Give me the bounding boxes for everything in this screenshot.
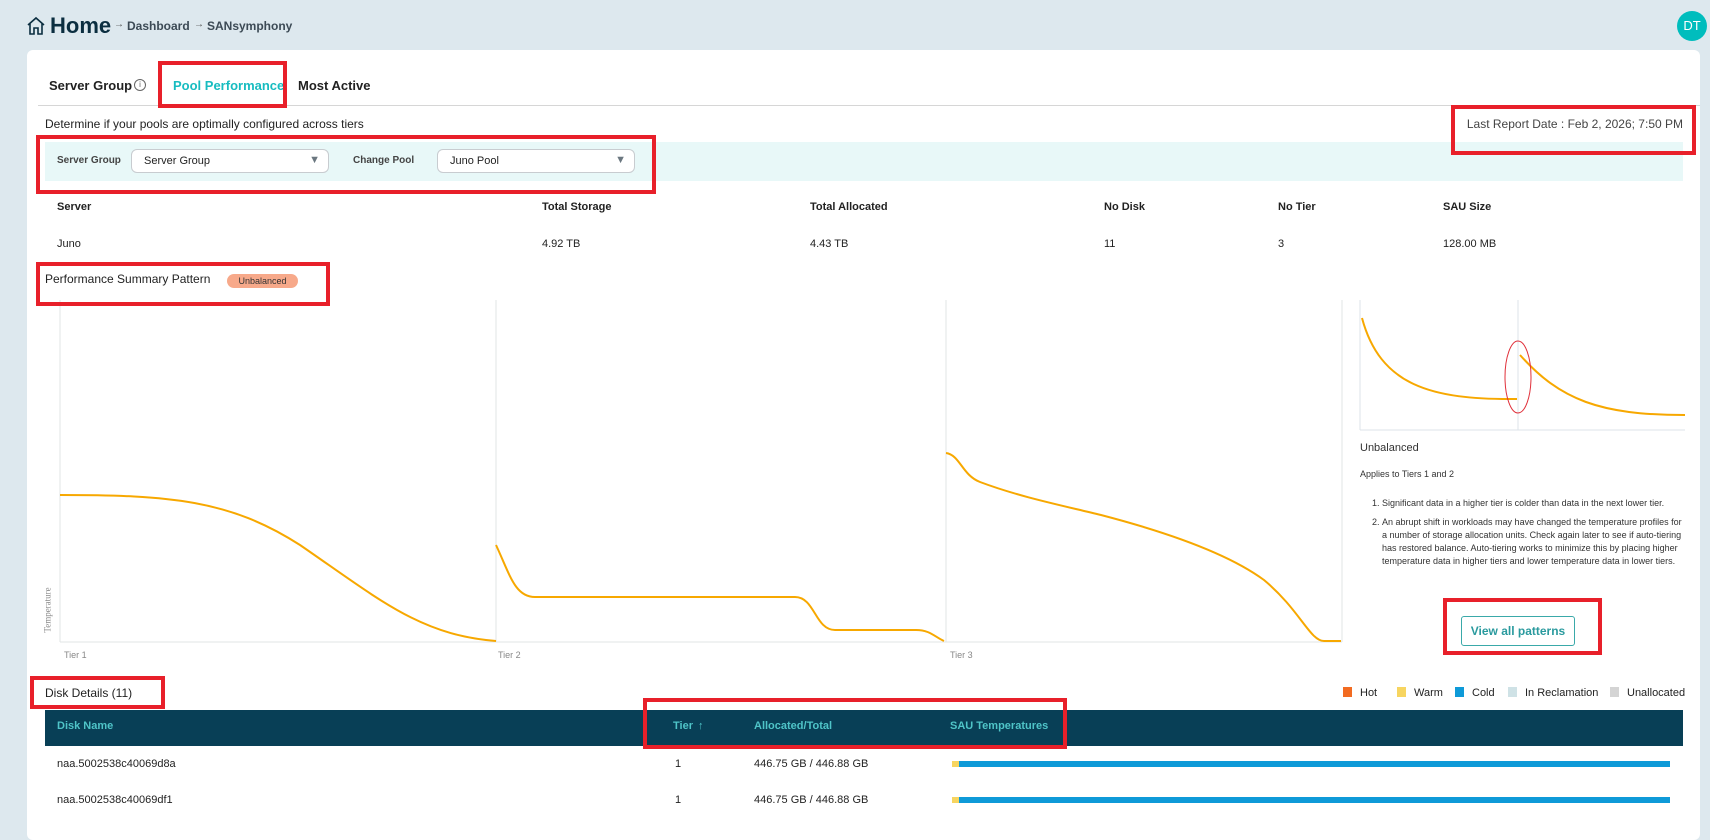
view-all-patterns-button[interactable]: View all patterns — [1461, 616, 1575, 646]
page-description: Determine if your pools are optimally co… — [45, 117, 364, 131]
pattern-list: Significant data in a higher tier is col… — [1372, 497, 1682, 568]
cell-disk-name: naa.5002538c40069df1 — [57, 794, 173, 806]
cell-allocated: 446.75 GB / 446.88 GB — [754, 758, 869, 770]
pattern-applies: Applies to Tiers 1 and 2 — [1360, 469, 1455, 479]
pattern-thumbnail — [1359, 300, 1686, 431]
breadcrumb-separator: → — [114, 19, 124, 30]
server-group-value: Server Group — [144, 155, 211, 167]
page-title: Home — [50, 13, 112, 38]
chevron-down-icon: ▼ — [309, 154, 320, 166]
breadcrumb-dashboard[interactable]: Dashboard — [127, 19, 190, 33]
col-sau-size: SAU Size — [1443, 201, 1492, 213]
change-pool-value: Juno Pool — [450, 155, 499, 167]
performance-title: Performance Summary Pattern — [45, 272, 211, 286]
tier-label-2: Tier 2 — [498, 650, 521, 660]
legend-warm: Warm — [1397, 687, 1443, 699]
cell-tier: 1 — [675, 794, 682, 806]
col-total-allocated: Total Allocated — [810, 201, 888, 213]
cell-no-disk: 11 — [1104, 238, 1116, 250]
legend-label: Warm — [1414, 687, 1443, 699]
pattern-item: Significant data in a higher tier is col… — [1382, 497, 1682, 510]
tab-most-active[interactable]: Most Active — [298, 78, 371, 93]
avatar[interactable]: DT — [1677, 11, 1707, 41]
last-report-date: Last Report Date : Feb 2, 2026; 7:50 PM — [1466, 117, 1683, 131]
col-no-disk: No Disk — [1104, 201, 1145, 213]
pattern-item: An abrupt shift in workloads may have ch… — [1382, 516, 1682, 568]
cell-total-storage: 4.92 TB — [542, 238, 581, 250]
tier-label-1: Tier 1 — [64, 650, 87, 660]
tier1-curve — [59, 494, 497, 642]
warm-segment — [952, 761, 960, 767]
y-axis-label: Temperature — [42, 587, 53, 633]
change-pool-label: Change Pool — [353, 155, 415, 166]
legend-label: Cold — [1472, 687, 1495, 699]
col-allocated-total[interactable]: Allocated/Total — [754, 720, 833, 732]
breadcrumb-sansymphony[interactable]: SANsymphony — [207, 19, 293, 33]
cell-disk-name: naa.5002538c40069d8a — [57, 758, 176, 770]
tier2-curve — [495, 544, 945, 642]
legend-label: In Reclamation — [1525, 687, 1599, 699]
chevron-down-icon: ▼ — [615, 154, 626, 166]
main-card — [27, 50, 1700, 840]
col-tier[interactable]: Tier — [673, 720, 693, 732]
hot-swatch — [1343, 687, 1352, 697]
col-no-tier: No Tier — [1278, 201, 1316, 213]
col-disk-name[interactable]: Disk Name — [57, 720, 114, 732]
disk-table-header — [45, 710, 1683, 746]
warm-segment — [952, 797, 960, 803]
tier-label-3: Tier 3 — [950, 650, 973, 660]
temperature-chart — [59, 300, 1686, 643]
legend-in-reclamation: In Reclamation — [1508, 687, 1598, 699]
cold-swatch — [1455, 687, 1464, 697]
cell-no-tier: 3 — [1278, 238, 1285, 250]
breadcrumb-separator: → — [194, 19, 204, 30]
cell-allocated: 446.75 GB / 446.88 GB — [754, 794, 869, 806]
server-group-label: Server Group — [57, 155, 121, 166]
legend-label: Unallocated — [1627, 687, 1686, 699]
disk-details-title: Disk Details (11) — [45, 686, 133, 700]
cell-tier: 1 — [675, 758, 682, 770]
unallocated-swatch — [1610, 687, 1619, 697]
info-icon[interactable]: i — [134, 79, 146, 91]
cell-server: Juno — [57, 238, 81, 250]
sau-temperature-bar — [952, 761, 1670, 767]
sau-temperature-bar — [952, 797, 1670, 803]
tab-divider — [38, 105, 1700, 106]
cell-total-allocated: 4.43 TB — [810, 238, 849, 250]
server-group-select[interactable]: Server Group ▼ — [131, 149, 329, 173]
chart-axes — [59, 300, 1343, 643]
pattern-title: Unbalanced — [1360, 442, 1419, 454]
home-icon[interactable] — [25, 15, 47, 37]
legend-label: Hot — [1360, 687, 1378, 699]
col-sau-temperatures[interactable]: SAU Temperatures — [950, 720, 1049, 732]
col-server: Server — [57, 201, 92, 213]
col-total-storage: Total Storage — [542, 201, 612, 213]
legend-unallocated: Unallocated — [1610, 687, 1685, 699]
change-pool-select[interactable]: Juno Pool ▼ — [437, 149, 635, 173]
in-reclamation-swatch — [1508, 687, 1517, 697]
tab-pool-performance[interactable]: Pool Performance — [173, 78, 285, 93]
legend-hot: Hot — [1343, 687, 1377, 699]
warm-swatch — [1397, 687, 1406, 697]
sort-asc-icon[interactable]: ↑ — [698, 720, 704, 732]
legend-cold: Cold — [1455, 687, 1495, 699]
cold-segment — [959, 761, 1670, 767]
tier3-curve — [945, 452, 1341, 642]
status-badge: Unbalanced — [227, 274, 298, 288]
cold-segment — [959, 797, 1670, 803]
tab-server-group[interactable]: Server Group — [49, 78, 133, 93]
cell-sau-size: 128.00 MB — [1443, 238, 1497, 250]
